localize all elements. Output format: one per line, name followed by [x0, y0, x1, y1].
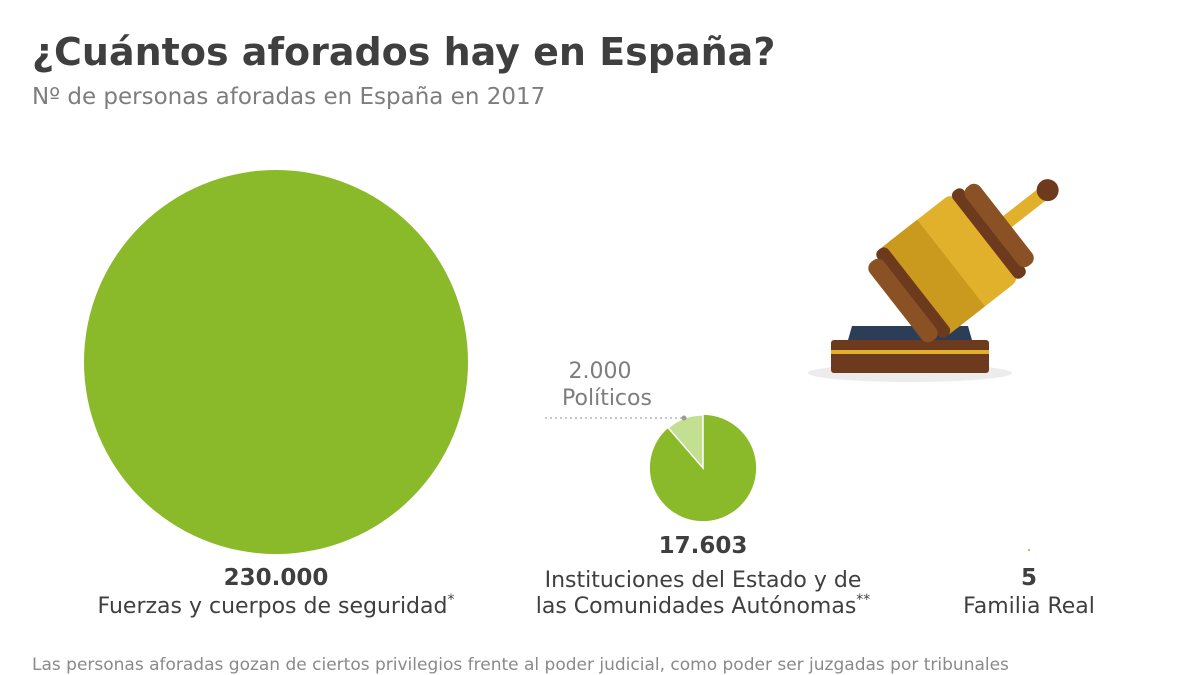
value-label-familia-real: 5	[1021, 565, 1037, 591]
category-label-instituciones-line2: las Comunidades Autónomas**	[536, 592, 871, 619]
footnote-text: Las personas aforadas gozan de ciertos p…	[32, 655, 1009, 675]
politicos-leader-dot	[681, 415, 687, 421]
category-label-fuerzas: Fuerzas y cuerpos de seguridad*	[98, 592, 455, 619]
footnote-marker-instituciones: **	[856, 592, 870, 608]
breakdown-label-politicos: Políticos	[562, 386, 652, 411]
bubble-fuerzas-seguridad	[84, 170, 468, 554]
breakdown-value-politicos: 2.000	[569, 359, 632, 384]
bubble-familia-real	[1028, 549, 1030, 551]
category-label-instituciones-line2-text: las Comunidades Autónomas	[536, 594, 857, 619]
chart-title: ¿Cuántos aforados hay en España?	[32, 30, 776, 74]
gavel-icon	[808, 179, 1059, 382]
footnote-marker-fuerzas: *	[447, 592, 454, 608]
value-label-instituciones: 17.603	[659, 533, 748, 559]
value-label-fuerzas: 230.000	[224, 565, 329, 591]
category-label-instituciones-line1: Instituciones del Estado y de	[545, 568, 862, 593]
category-label-fuerzas-text: Fuerzas y cuerpos de seguridad	[98, 594, 448, 619]
chart-subtitle: Nº de personas aforadas en España en 201…	[32, 84, 546, 110]
category-label-familia-real: Familia Real	[963, 594, 1095, 619]
